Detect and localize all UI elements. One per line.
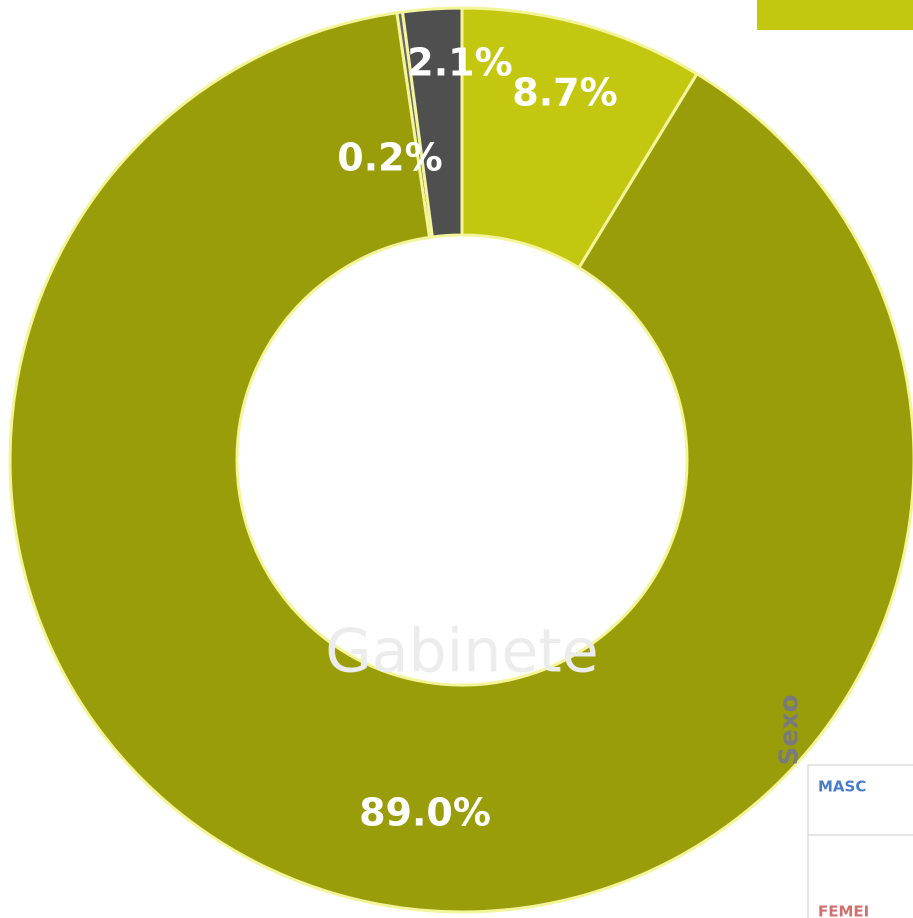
- data-label: 89.0%: [359, 791, 491, 835]
- data-label: 0.2%: [337, 136, 442, 180]
- table-cell: FEMEI: [818, 903, 869, 918]
- watermark: Gabinete: [325, 617, 598, 687]
- data-label: 8.7%: [512, 71, 617, 115]
- slice: [400, 6, 464, 239]
- table-cell: MASC: [818, 778, 866, 796]
- table-header: Sexo: [775, 695, 805, 766]
- legend-swatch: [757, 0, 913, 30]
- data-label: 2.1%: [407, 41, 512, 85]
- donut: [8, 6, 913, 914]
- slice: [8, 11, 913, 914]
